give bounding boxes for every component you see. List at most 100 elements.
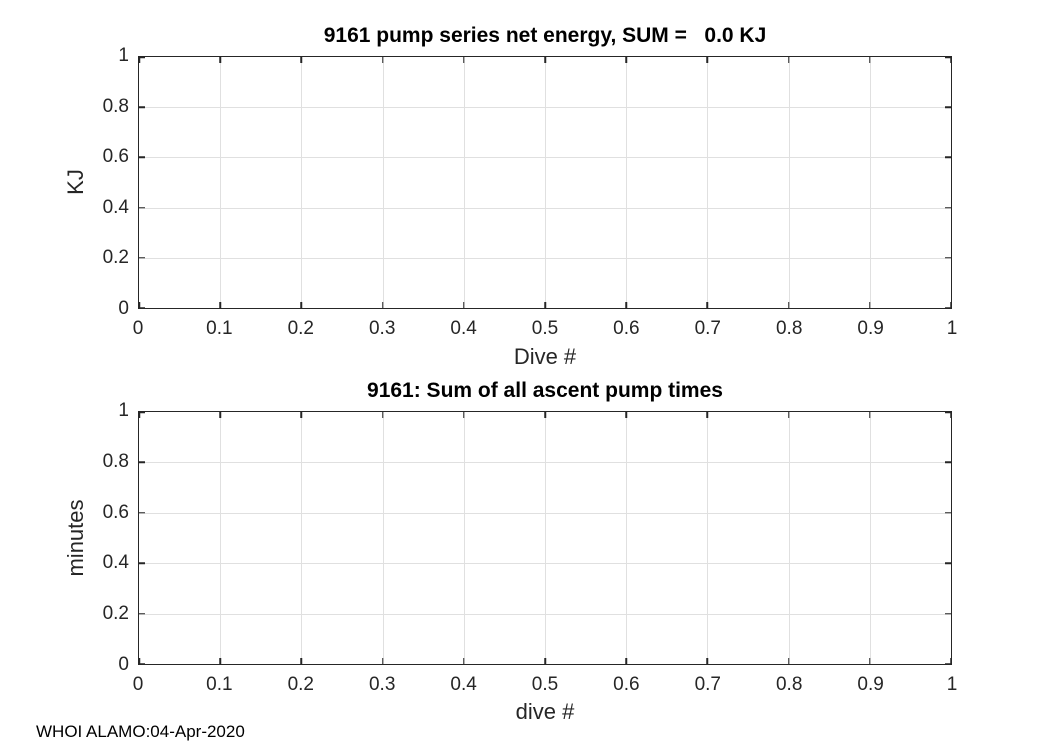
x-gridline: [626, 412, 628, 664]
y-tick-mark-right: [945, 257, 951, 259]
x-gridline: [463, 57, 465, 308]
x-tick-mark-top: [139, 57, 140, 63]
x-tick-mark-top: [787, 412, 790, 418]
x-tick-mark-top: [463, 57, 465, 63]
y-tick-mark-right: [945, 512, 951, 514]
y-tick-mark-left: [139, 663, 145, 664]
x-tick-mark-top: [381, 57, 384, 63]
x-tick-label: 0: [132, 674, 144, 695]
x-tick-mark-bottom: [544, 658, 546, 664]
y-gridline: [139, 207, 951, 209]
y-tick-mark-right: [945, 663, 951, 664]
x-tick-label: 0.8: [775, 674, 803, 695]
y-tick-mark-right: [945, 562, 951, 564]
x-gridline: [463, 412, 465, 664]
x-tick-mark-bottom: [625, 658, 627, 664]
y-tick-mark-left: [139, 156, 145, 159]
x-gridline: [545, 57, 546, 308]
y-tick-mark-left: [139, 612, 145, 615]
x-tick-label: 0.6: [613, 318, 640, 339]
x-tick-mark-top: [300, 412, 303, 418]
x-tick-mark-bottom: [950, 302, 951, 308]
y-tick-label: 0: [118, 654, 129, 675]
y-tick-label: 0.6: [102, 146, 129, 168]
x-tick-label: 0.2: [287, 318, 315, 339]
x-tick-mark-bottom: [950, 658, 951, 664]
y-tick-mark-left: [139, 57, 145, 58]
x-tick-mark-top: [139, 412, 140, 418]
y-tick-label: 0.2: [102, 247, 129, 269]
x-gridline: [220, 57, 222, 308]
x-tick-mark-top: [625, 57, 627, 63]
x-tick-mark-top: [787, 57, 790, 63]
x-tick-label: 0.7: [694, 318, 722, 339]
subplot2-title: 9161: Sum of all ascent pump times: [367, 379, 723, 402]
y-tick-mark-right: [945, 461, 951, 464]
x-tick-mark-top: [625, 412, 627, 418]
y-tick-label: 0.8: [102, 95, 129, 117]
y-tick-mark-right: [945, 412, 951, 413]
y-gridline: [139, 157, 951, 159]
y-tick-mark-right: [945, 57, 951, 58]
x-tick-mark-top: [544, 412, 546, 418]
x-tick-mark-bottom: [869, 658, 871, 664]
x-tick-mark-bottom: [139, 658, 140, 664]
x-tick-mark-top: [219, 412, 221, 418]
x-tick-mark-bottom: [544, 302, 546, 308]
y-gridline: [139, 107, 951, 109]
x-tick-label: 1: [946, 318, 958, 339]
x-tick-mark-top: [950, 412, 951, 418]
x-tick-mark-bottom: [625, 302, 627, 308]
subplot1-plot-area: [138, 56, 952, 309]
x-tick-mark-bottom: [381, 658, 384, 664]
x-tick-mark-top: [544, 57, 546, 63]
x-gridline: [301, 412, 303, 664]
x-tick-mark-top: [381, 412, 384, 418]
x-gridline: [382, 57, 384, 308]
y-tick-mark-left: [139, 512, 145, 514]
y-tick-mark-left: [139, 106, 145, 108]
y-tick-mark-right: [945, 206, 951, 209]
x-tick-mark-top: [706, 57, 709, 63]
y-tick-label: 0.6: [102, 501, 129, 523]
y-tick-mark-left: [139, 206, 145, 209]
figure-annotation-text: WHOI ALAMO:04-Apr-2020: [36, 722, 245, 741]
y-gridline: [139, 563, 951, 565]
y-tick-label: 0.2: [102, 603, 129, 625]
x-gridline: [626, 57, 628, 308]
x-gridline: [707, 57, 709, 308]
x-tick-mark-bottom: [300, 302, 303, 308]
x-gridline: [869, 412, 871, 664]
x-gridline: [788, 57, 790, 308]
x-tick-mark-bottom: [381, 302, 384, 308]
x-tick-mark-bottom: [219, 658, 221, 664]
x-tick-label: 0.3: [368, 674, 396, 695]
y-tick-label: 0.4: [102, 552, 129, 574]
x-gridline: [220, 412, 222, 664]
x-tick-label: 0.9: [857, 674, 884, 695]
y-tick-mark-left: [139, 412, 145, 413]
x-tick-label: 0.4: [450, 674, 477, 695]
y-tick-mark-left: [139, 461, 145, 464]
subplot1-title: 9161 pump series net energy, SUM = 0.0 K…: [323, 24, 767, 47]
x-tick-mark-bottom: [300, 658, 303, 664]
x-gridline: [301, 57, 303, 308]
x-tick-label: 0.1: [206, 318, 233, 339]
subplot1-x-axis-label: Dive #: [513, 344, 577, 369]
x-tick-label: 0.5: [531, 318, 559, 339]
subplot1-y-axis-label: KJ: [63, 169, 88, 195]
x-tick-label: 1: [946, 674, 958, 695]
x-tick-label: 0: [132, 318, 144, 339]
x-tick-mark-top: [219, 57, 221, 63]
x-tick-mark-bottom: [706, 658, 709, 664]
x-tick-mark-bottom: [787, 658, 790, 664]
y-tick-mark-right: [945, 106, 951, 108]
y-tick-label: 0.4: [102, 196, 129, 218]
x-tick-mark-bottom: [787, 302, 790, 308]
y-tick-label: 0.8: [102, 450, 129, 472]
x-tick-mark-bottom: [139, 302, 140, 308]
x-tick-mark-bottom: [869, 302, 871, 308]
y-tick-mark-right: [945, 156, 951, 159]
x-tick-label: 0.7: [694, 674, 722, 695]
